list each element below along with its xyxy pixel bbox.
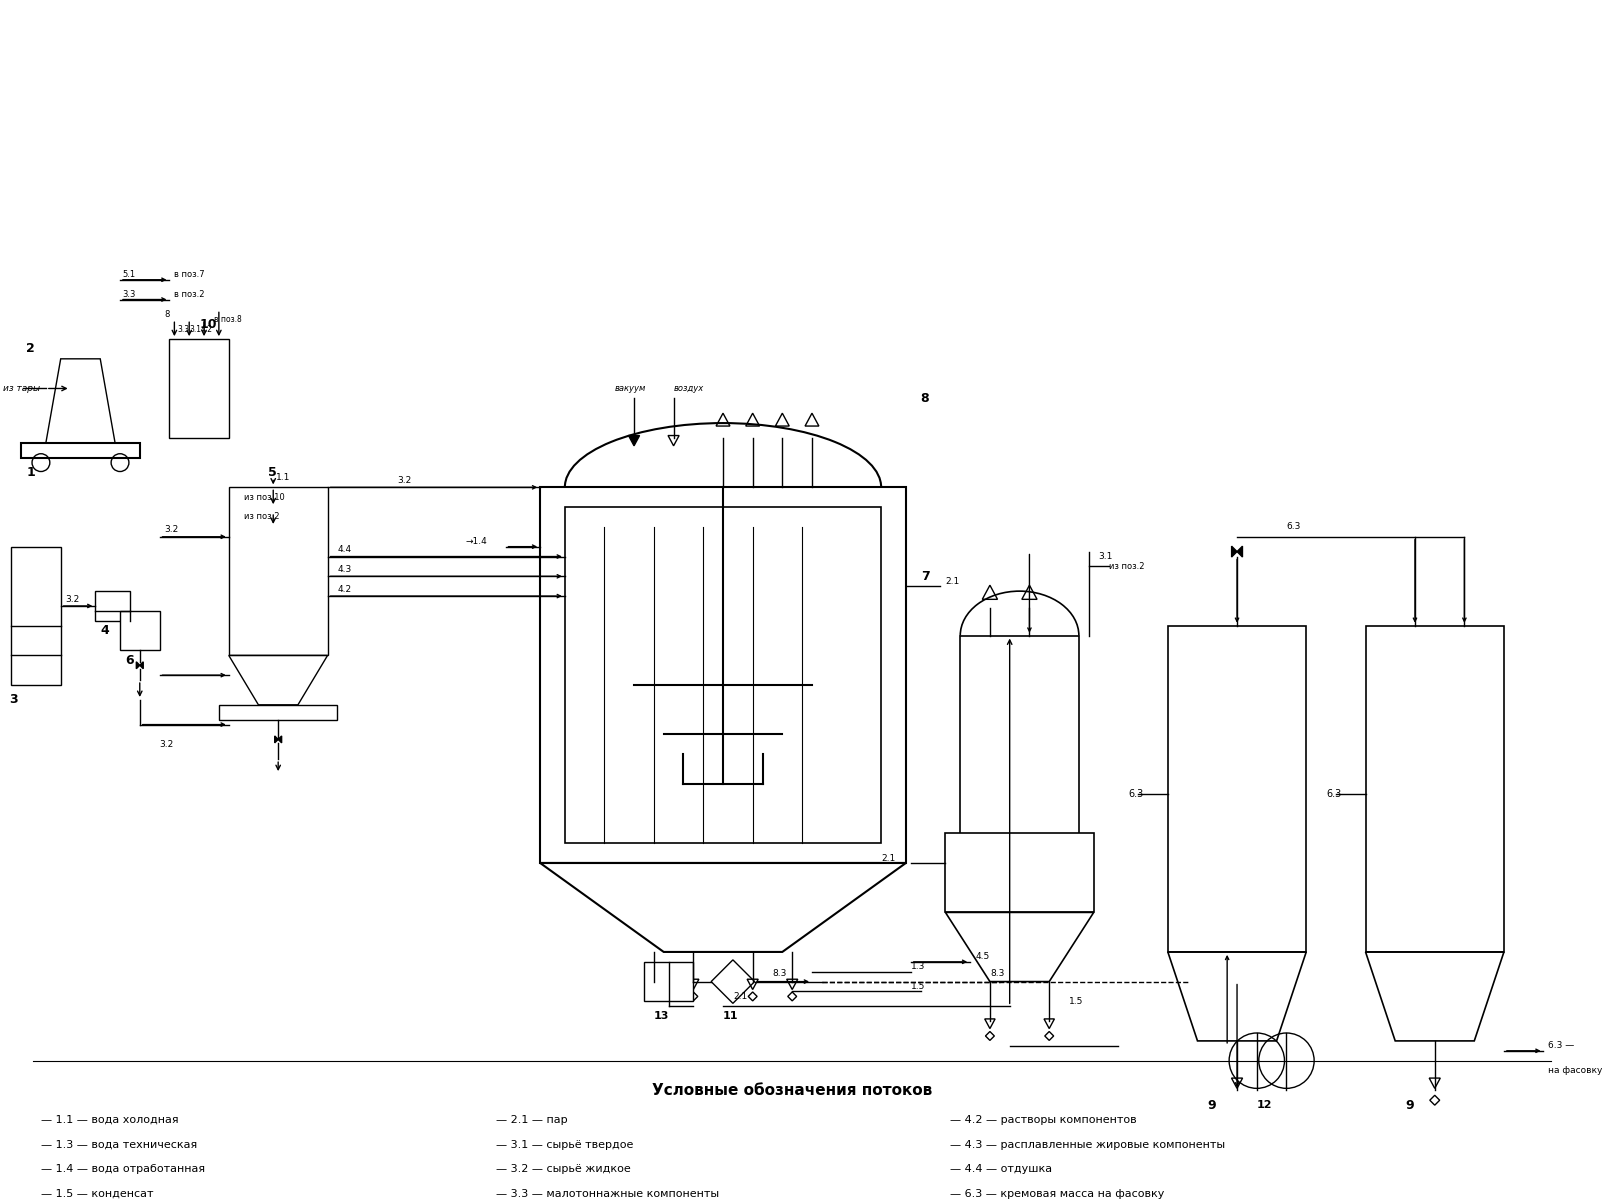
Text: 3.3: 3.3 xyxy=(177,324,189,334)
Text: 4: 4 xyxy=(100,625,109,638)
Text: — 2.1 — пар: — 2.1 — пар xyxy=(496,1115,567,1125)
Text: 4.4: 4.4 xyxy=(337,545,351,554)
Text: — 1.1 — вода холодная: — 1.1 — вода холодная xyxy=(40,1115,178,1125)
Text: 2.1: 2.1 xyxy=(945,576,960,586)
Text: 12: 12 xyxy=(1257,1100,1271,1110)
Text: — 4.2 — растворы компонентов: — 4.2 — растворы компонентов xyxy=(950,1115,1136,1125)
Polygon shape xyxy=(628,436,639,446)
Text: 3.2: 3.2 xyxy=(164,525,178,534)
Text: — 3.3 — малотоннажные компоненты: — 3.3 — малотоннажные компоненты xyxy=(496,1189,719,1199)
Text: 3.1: 3.1 xyxy=(1098,552,1112,561)
Text: 6: 6 xyxy=(125,653,133,667)
Text: 9: 9 xyxy=(1207,1099,1215,1112)
Text: 4.2: 4.2 xyxy=(337,585,351,593)
Text: — 1.5 — конденсат: — 1.5 — конденсат xyxy=(40,1189,154,1199)
Text: 6.3 —: 6.3 — xyxy=(1547,1041,1573,1051)
Text: воздух: воздух xyxy=(672,384,703,393)
Bar xyxy=(1364,626,1502,952)
Bar xyxy=(228,488,327,656)
Text: 8: 8 xyxy=(920,392,929,405)
Text: из поз.2: из поз.2 xyxy=(244,513,279,521)
Text: 3.2: 3.2 xyxy=(396,476,411,485)
Text: 4.3: 4.3 xyxy=(337,564,351,574)
Text: из поз.2: из поз.2 xyxy=(1107,562,1143,570)
Text: 5.1: 5.1 xyxy=(122,270,135,280)
Text: — 1.3 — вода техническая: — 1.3 — вода техническая xyxy=(40,1140,197,1149)
Text: — 3.1 — сырьё твердое: — 3.1 — сырьё твердое xyxy=(496,1140,632,1149)
Text: на фасовку: на фасовку xyxy=(1547,1066,1602,1075)
Bar xyxy=(95,591,130,621)
Bar xyxy=(170,339,228,438)
Polygon shape xyxy=(278,736,281,743)
Text: 13: 13 xyxy=(653,1011,669,1021)
Text: 1.3: 1.3 xyxy=(910,962,924,972)
Text: 5: 5 xyxy=(268,466,278,479)
Polygon shape xyxy=(274,736,278,743)
Text: — 4.3 — расплавленные жировые компоненты: — 4.3 — расплавленные жировые компоненты xyxy=(950,1140,1225,1149)
Polygon shape xyxy=(136,662,140,669)
Text: в поз.2: в поз.2 xyxy=(175,291,205,299)
Text: 10: 10 xyxy=(199,318,217,330)
Text: 3.3: 3.3 xyxy=(122,291,135,299)
Text: 11: 11 xyxy=(722,1011,738,1021)
Bar xyxy=(945,833,1093,913)
Text: 4.5: 4.5 xyxy=(974,952,989,961)
Text: в поз.8: в поз.8 xyxy=(213,315,241,324)
Text: вакуум: вакуум xyxy=(613,384,645,393)
Bar xyxy=(120,611,159,651)
Bar xyxy=(11,546,61,685)
Text: Условные обозначения потоков: Условные обозначения потоков xyxy=(652,1083,933,1098)
Text: 8.3: 8.3 xyxy=(989,969,1003,978)
Bar xyxy=(539,488,905,864)
Text: в поз.7: в поз.7 xyxy=(175,270,205,280)
Text: 2: 2 xyxy=(26,342,35,355)
Text: 8.3: 8.3 xyxy=(772,969,786,978)
Text: 6.3: 6.3 xyxy=(1128,789,1143,799)
Bar xyxy=(960,635,1079,913)
Text: из поз.10: из поз.10 xyxy=(244,492,284,502)
Text: 3: 3 xyxy=(10,693,18,706)
Text: из тары: из тары xyxy=(3,384,40,393)
Text: 9: 9 xyxy=(1404,1099,1412,1112)
Text: 2.1: 2.1 xyxy=(732,992,746,1000)
Bar xyxy=(218,705,337,719)
Polygon shape xyxy=(1231,546,1236,557)
Text: 8: 8 xyxy=(164,310,170,318)
Text: 1.5: 1.5 xyxy=(910,982,924,991)
Bar xyxy=(565,507,881,843)
Text: — 1.4 — вода отработанная: — 1.4 — вода отработанная xyxy=(40,1165,205,1175)
Bar xyxy=(21,443,140,458)
Bar xyxy=(644,962,693,1002)
Text: →1.4: →1.4 xyxy=(465,537,488,546)
Text: 2.1: 2.1 xyxy=(881,854,896,862)
Text: 6.3: 6.3 xyxy=(1326,789,1340,799)
Text: 1: 1 xyxy=(26,466,35,479)
Text: 4.2: 4.2 xyxy=(201,324,213,334)
Text: 1.5: 1.5 xyxy=(1069,997,1083,1006)
Text: 3.2: 3.2 xyxy=(66,594,80,604)
Text: 3.1: 3.1 xyxy=(189,324,201,334)
Polygon shape xyxy=(1236,546,1242,557)
Text: — 6.3 — кремовая масса на фасовку: — 6.3 — кремовая масса на фасовку xyxy=(950,1189,1164,1199)
Text: 3.2: 3.2 xyxy=(159,740,173,749)
Text: — 3.2 — сырьё жидкое: — 3.2 — сырьё жидкое xyxy=(496,1165,631,1175)
Text: — 4.4 — отдушка: — 4.4 — отдушка xyxy=(950,1165,1051,1175)
Text: 1.1: 1.1 xyxy=(276,473,291,482)
Text: 7: 7 xyxy=(920,569,929,582)
Text: 6.3: 6.3 xyxy=(1286,522,1300,531)
Bar xyxy=(1167,626,1305,952)
Polygon shape xyxy=(140,662,143,669)
